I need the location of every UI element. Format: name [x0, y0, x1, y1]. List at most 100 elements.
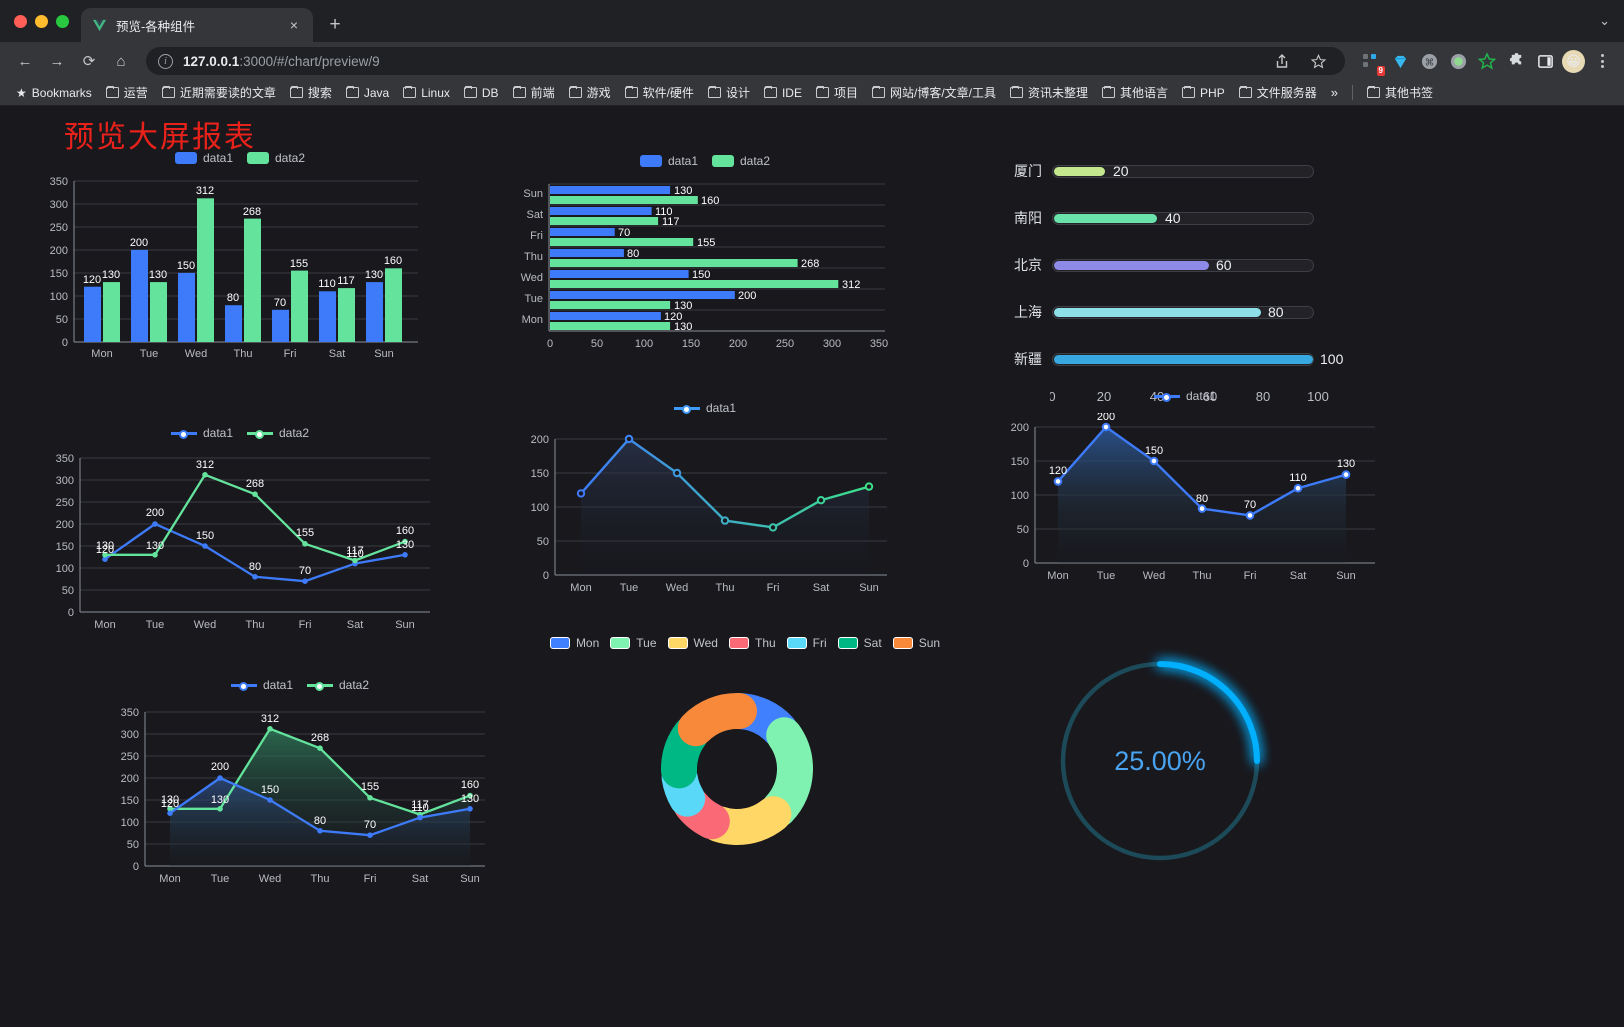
progress-fill: [1054, 354, 1313, 364]
svg-text:Tue: Tue: [524, 293, 543, 305]
legend-item-mon[interactable]: Mon: [549, 636, 600, 650]
bookmark-folder[interactable]: 运营: [100, 82, 154, 103]
legend-item-data2[interactable]: data2: [247, 426, 309, 440]
folder-icon: [161, 85, 175, 98]
line-gradient-plot: 0 50 100 150 200 Mon Tue Wed Thu Fri Sat: [531, 434, 887, 594]
svg-text:Thu: Thu: [234, 348, 253, 360]
donut-segment-sun[interactable]: [661, 693, 813, 845]
svg-text:110: 110: [346, 548, 364, 560]
bookmark-folder[interactable]: 文件服务器: [1233, 82, 1323, 103]
bookmark-star-icon[interactable]: [1303, 46, 1333, 76]
progress-track[interactable]: 100: [1052, 351, 1343, 367]
extension-grid-icon[interactable]: 9: [1359, 49, 1385, 76]
progress-row[interactable]: 上海 80: [1000, 302, 1370, 322]
maximize-window-button[interactable]: [56, 14, 69, 28]
bookmark-folder[interactable]: 游戏: [563, 82, 617, 103]
bookmark-folder[interactable]: 项目: [810, 82, 864, 103]
other-bookmarks-folder[interactable]: 其他书签: [1361, 82, 1439, 103]
svg-text:Fri: Fri: [284, 348, 297, 360]
command-icon[interactable]: ⌘: [1417, 49, 1441, 73]
close-tab-button[interactable]: ×: [289, 17, 299, 33]
sidepanel-icon[interactable]: [1533, 49, 1557, 73]
browser-tab[interactable]: 预览-各种组件 ×: [81, 8, 313, 42]
legend-label: data1: [262, 678, 293, 692]
legend-item-tue[interactable]: Tue: [610, 636, 657, 650]
legend-item-data2[interactable]: data2: [307, 678, 369, 692]
diamond-icon[interactable]: [1388, 49, 1412, 73]
site-info-icon[interactable]: i: [158, 53, 173, 69]
share-icon[interactable]: [1267, 46, 1297, 76]
bookmark-label: 前端: [530, 86, 555, 100]
legend-item-thu[interactable]: Thu: [728, 636, 776, 650]
progress-value: 20: [1113, 162, 1129, 179]
star-outline-green-icon[interactable]: [1475, 49, 1499, 73]
svg-text:Thu: Thu: [524, 251, 543, 263]
legend-item-data2[interactable]: data2: [712, 154, 770, 168]
legend-item-wed[interactable]: Wed: [667, 636, 718, 650]
bookmark-folder[interactable]: PHP: [1176, 84, 1231, 102]
profile-avatar[interactable]: 😀: [1562, 49, 1585, 73]
bookmark-folder[interactable]: 软件/硬件: [619, 82, 700, 103]
legend-item-data1[interactable]: data1: [639, 154, 698, 168]
bookmark-folder[interactable]: 搜索: [284, 82, 338, 103]
legend-item-sat[interactable]: Sat: [837, 636, 882, 650]
progress-fill: [1054, 166, 1106, 176]
svg-text:Fri: Fri: [364, 873, 377, 885]
svg-text:268: 268: [311, 732, 329, 744]
legend-item-sun[interactable]: Sun: [892, 636, 940, 650]
donut-segment-sat[interactable]: [661, 693, 813, 845]
folder-icon: [512, 85, 526, 98]
new-tab-button[interactable]: +: [329, 14, 341, 35]
progress-row[interactable]: 南阳 40: [1000, 208, 1370, 228]
browser-menu-button[interactable]: [1590, 54, 1614, 68]
window-controls[interactable]: [10, 0, 81, 42]
progress-track[interactable]: 60: [1052, 257, 1314, 273]
progress-track[interactable]: 40: [1052, 210, 1314, 226]
bookmarks-overflow-button[interactable]: »: [1330, 85, 1338, 100]
bookmark-label: 其他语言: [1120, 86, 1169, 100]
bookmark-folder[interactable]: 前端: [507, 82, 561, 103]
home-button[interactable]: ⌂: [116, 52, 126, 70]
bookmark-folder[interactable]: 网站/博客/文章/工具: [866, 82, 1002, 103]
bookmark-folder[interactable]: Java: [340, 84, 395, 102]
bookmark-folder[interactable]: DB: [458, 84, 505, 102]
progress-row[interactable]: 新疆 100: [1000, 349, 1370, 369]
bookmark-label: 资讯未整理: [1028, 86, 1089, 100]
legend-item-data1[interactable]: data1: [170, 426, 233, 440]
donut-segment-tue[interactable]: [661, 693, 813, 845]
donut-segment-wed[interactable]: [661, 693, 813, 845]
bookmark-folder[interactable]: 设计: [702, 82, 756, 103]
legend-label: Mon: [575, 636, 600, 650]
svg-text:130: 130: [1337, 458, 1355, 470]
bookmark-folder[interactable]: 资讯未整理: [1004, 82, 1094, 103]
progress-label: 新疆: [1014, 351, 1042, 367]
bookmark-folder[interactable]: IDE: [758, 84, 808, 102]
minimize-window-button[interactable]: [35, 14, 48, 28]
legend-item-data1[interactable]: data1: [1153, 389, 1216, 403]
legend-item-data2[interactable]: data2: [247, 151, 305, 165]
progress-track[interactable]: 80: [1052, 304, 1314, 320]
progress-track[interactable]: 20: [1052, 162, 1314, 179]
address-bar[interactable]: i 127.0.0.1:3000/#/chart/preview/9: [146, 47, 1345, 75]
svg-text:350: 350: [121, 707, 139, 719]
bookmark-folder[interactable]: 近期需要读的文章: [156, 82, 282, 103]
puzzle-icon[interactable]: [1504, 49, 1528, 73]
bookmarks-root[interactable]: ★ Bookmarks: [10, 84, 98, 102]
close-window-button[interactable]: [14, 14, 27, 28]
svg-text:Mon: Mon: [159, 873, 180, 885]
legend-item-fri[interactable]: Fri: [786, 636, 827, 650]
svg-text:70: 70: [299, 565, 311, 577]
forward-button[interactable]: →: [49, 52, 65, 70]
reload-button[interactable]: ⟳: [82, 53, 96, 70]
legend-item-data1[interactable]: data1: [230, 678, 293, 692]
circle-green-icon[interactable]: [1446, 49, 1470, 73]
bookmark-folder[interactable]: Linux: [397, 84, 456, 102]
url-host: 127.0.0.1: [183, 53, 240, 69]
legend-item-data1[interactable]: data1: [174, 151, 233, 165]
tab-search-chevron-icon[interactable]: ⌄: [1599, 13, 1610, 28]
progress-row[interactable]: 厦门 20: [1000, 161, 1370, 181]
progress-row[interactable]: 北京 60: [1000, 255, 1370, 275]
bookmark-folder[interactable]: 其他语言: [1096, 82, 1174, 103]
back-button[interactable]: ←: [17, 52, 33, 70]
legend-item-data1[interactable]: data1: [673, 401, 736, 415]
